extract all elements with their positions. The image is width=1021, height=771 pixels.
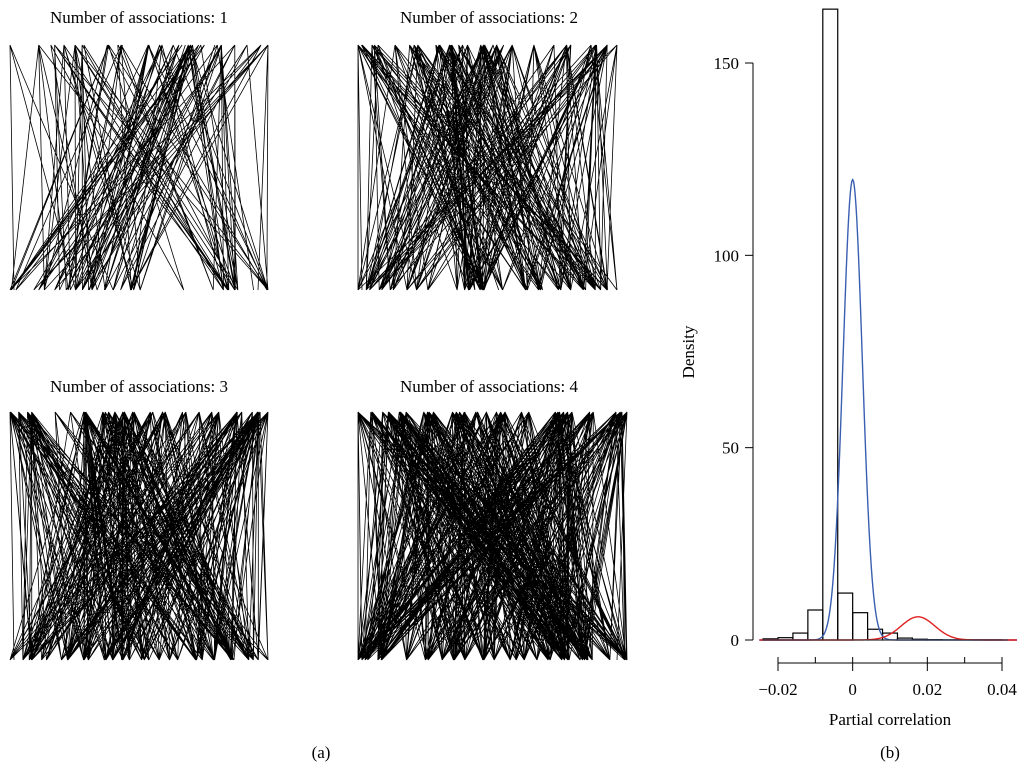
histogram-bar [837, 592, 854, 641]
network-edges-3 [9, 411, 269, 661]
x-axis-label: Partial correlation [829, 710, 952, 729]
network-edge-lines [9, 44, 269, 291]
network-edge-lines [357, 44, 618, 291]
histogram-bar [807, 609, 824, 641]
panel-b-label: (b) [880, 743, 900, 762]
network-edges-2 [357, 44, 618, 291]
x-tick-label: 0.04 [987, 680, 1017, 699]
subplot-title-3: Number of associations: 3 [50, 377, 228, 396]
subplot-title-1: Number of associations: 1 [50, 8, 228, 27]
histogram-bar [852, 612, 869, 641]
network-edges-4 [357, 411, 628, 661]
y-axis-label: Density [679, 325, 698, 378]
x-tick-label: 0.02 [912, 680, 942, 699]
y-axis: 0 50 100 150 [714, 54, 754, 650]
y-tick-label: 50 [722, 439, 739, 458]
histogram-bar [792, 632, 809, 641]
histogram-bars [762, 8, 1003, 641]
y-tick-label: 0 [731, 631, 740, 650]
panel-a-label: (a) [312, 743, 331, 762]
density-curve-1 [759, 178, 1017, 641]
panel-b-histogram: 0 50 100 150 −0.02 0 0.02 0.04 Density Partial… [679, 8, 1017, 762]
panel-a-networks: Number of associations: 1 Number of asso… [9, 8, 628, 762]
x-axis: −0.02 0 0.02 0.04 [758, 657, 1017, 699]
subplot-title-2: Number of associations: 2 [400, 8, 578, 27]
y-tick-label: 100 [714, 246, 740, 265]
network-edge-lines [9, 411, 269, 661]
x-tick-label: 0 [848, 680, 857, 699]
network-edge-lines [357, 411, 628, 661]
subplot-title-4: Number of associations: 4 [400, 377, 578, 396]
network-edges-1 [9, 44, 269, 291]
x-tick-label: −0.02 [758, 680, 797, 699]
density-curves [759, 178, 1017, 641]
density-curve-2 [759, 616, 1017, 641]
y-tick-label: 150 [714, 54, 740, 73]
